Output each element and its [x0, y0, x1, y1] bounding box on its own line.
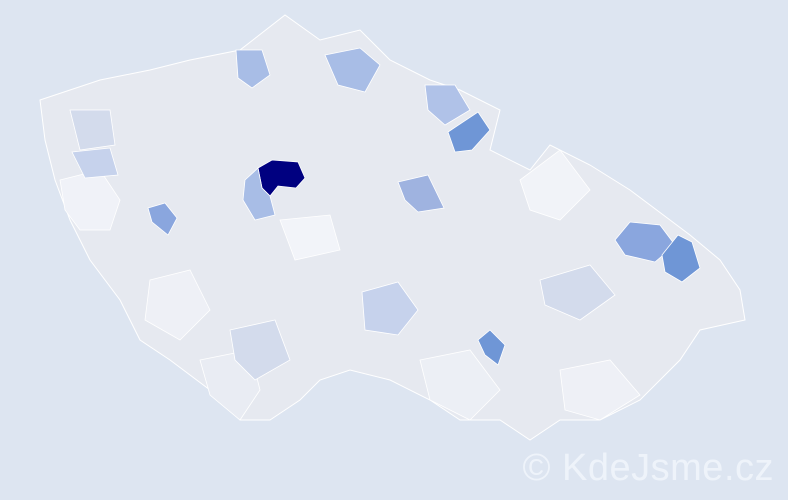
- region-hradec: [447, 111, 491, 153]
- region-jihlava: [361, 281, 419, 336]
- region-usti: [235, 49, 271, 89]
- country-outline: [39, 14, 746, 441]
- region-pardubice: [397, 174, 445, 213]
- watermark: © KdeJsme.cz: [522, 447, 774, 489]
- light-districts: [59, 109, 641, 421]
- highlighted-districts: [71, 47, 701, 366]
- region-brno: [477, 329, 506, 366]
- region-trutnov: [424, 84, 471, 126]
- region-ostrava: [661, 234, 701, 283]
- region-liberec: [324, 47, 381, 93]
- region-karlovy-vary: [71, 147, 119, 179]
- region-plzen: [147, 202, 178, 236]
- region-central: [242, 167, 276, 221]
